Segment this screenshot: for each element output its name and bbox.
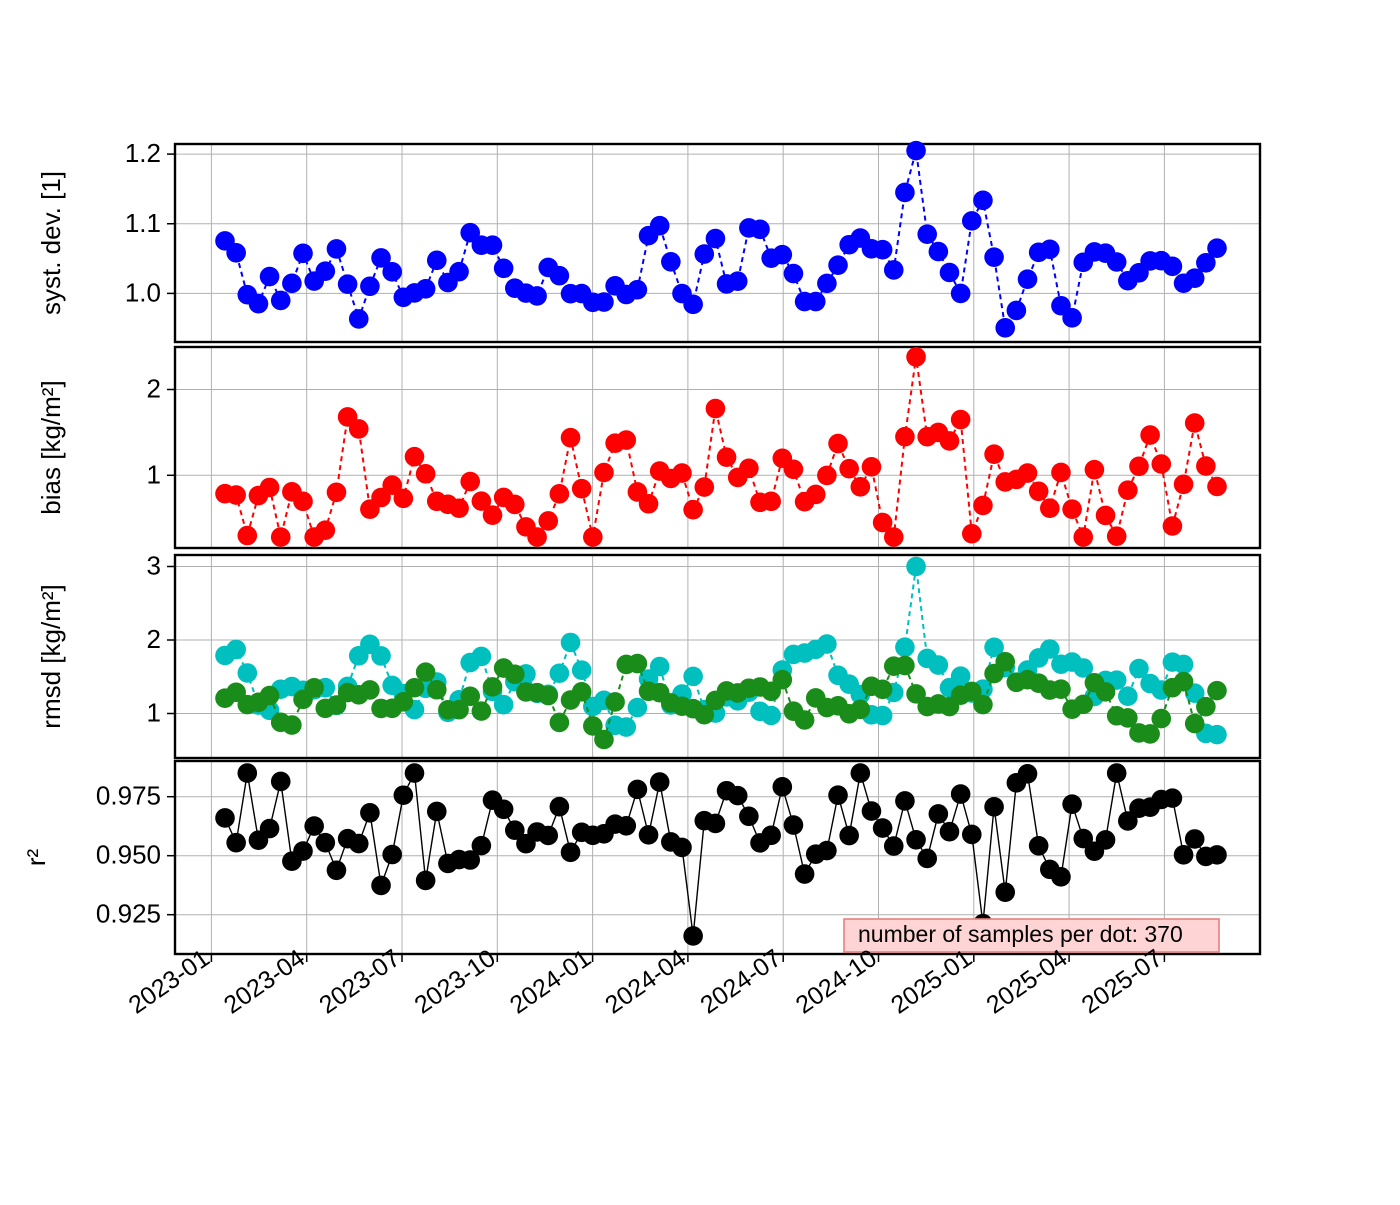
svg-text:bias [kg/m²]: bias [kg/m²] [36,380,66,514]
svg-text:1.1: 1.1 [125,208,161,238]
svg-text:1.2: 1.2 [125,138,161,168]
svg-text:0.975: 0.975 [96,781,161,811]
svg-text:syst. dev. [1]: syst. dev. [1] [36,171,66,315]
svg-text:0.925: 0.925 [96,899,161,929]
svg-text:r²: r² [21,849,51,867]
svg-text:3: 3 [147,551,161,581]
svg-text:rmsd [kg/m²]: rmsd [kg/m²] [36,584,66,728]
svg-text:2: 2 [147,624,161,654]
svg-text:1: 1 [147,698,161,728]
svg-text:0.950: 0.950 [96,840,161,870]
svg-text:1.0: 1.0 [125,277,161,307]
svg-text:number of samples per dot: 370: number of samples per dot: 370 [858,921,1183,947]
svg-text:1: 1 [147,459,161,489]
svg-text:2: 2 [147,374,161,404]
